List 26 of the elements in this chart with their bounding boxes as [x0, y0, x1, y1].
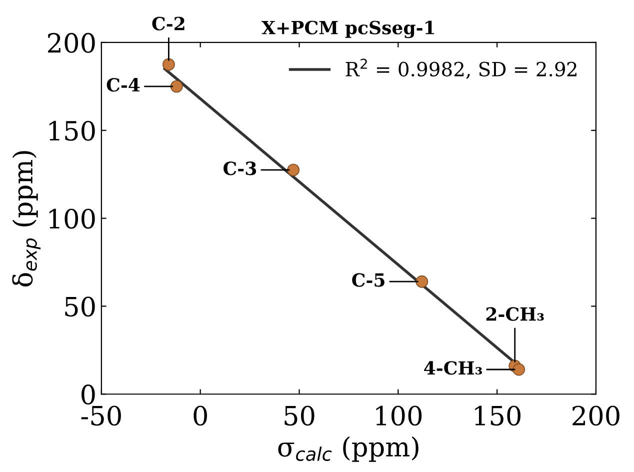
x-tick-label: 0 [194, 406, 207, 426]
annotation: 4-CH₃ [424, 361, 482, 375]
x-axis-title: σ$_{calc}$ (ppm) [278, 436, 418, 462]
x-tick-label: 150 [475, 406, 520, 426]
annotation: C-3 [224, 162, 256, 176]
y-tick-label: 0 [82, 384, 95, 405]
x-tick-label: -50 [81, 406, 121, 426]
chart-title: X+PCM pcSseg-1 [262, 20, 434, 38]
y-axis-title: δ$_{exp}$ (ppm) [12, 151, 41, 286]
annotation: 2-CH₃ [486, 307, 544, 321]
point [416, 275, 428, 288]
x-tick-label: 200 [572, 406, 620, 426]
y-tick-label: 200 [48, 32, 95, 53]
y-tick-label: 100 [49, 208, 95, 229]
annotation: C-4 [106, 78, 140, 92]
y-tick-label: 150 [49, 120, 95, 141]
point [162, 58, 175, 71]
point [170, 80, 183, 93]
point [512, 363, 526, 376]
annotation: C-5 [352, 273, 384, 287]
y-tick-label: 50 [65, 296, 95, 317]
legend-label: R$^{2}$ = 0.9982, SD = 2.92 [346, 58, 576, 79]
x-tick-label: 100 [376, 406, 422, 426]
x-tick-label: 50 [284, 406, 314, 426]
annotation: C-2 [152, 16, 184, 30]
point [287, 164, 300, 176]
